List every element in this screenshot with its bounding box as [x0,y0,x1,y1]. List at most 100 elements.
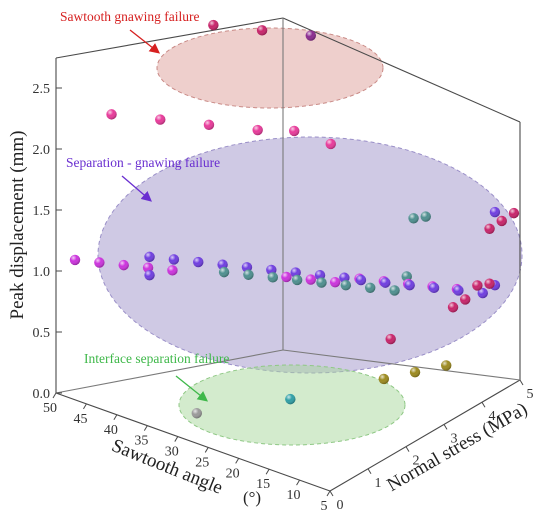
data-point [69,254,81,266]
z-tick-label: 1.5 [33,204,51,219]
data-point [420,211,431,222]
y-tick-mark [83,403,87,410]
data-point [291,274,303,286]
x-tick-label: 3 [451,431,458,446]
y-tick-label: 30 [165,445,179,460]
data-point [496,215,507,227]
data-point [447,302,459,313]
data-point [168,254,180,265]
arrow-separation-gnawing [121,175,152,202]
y-tick-label: 25 [195,455,209,470]
x-tick-mark [329,490,334,497]
y-tick-mark [296,479,300,486]
data-point [472,280,483,291]
y-tick-label: 10 [287,488,301,503]
y-tick-mark [265,468,270,475]
annotation-sawtooth-gnawing: Sawtooth gnawing failure [60,9,199,24]
data-point [409,366,421,378]
data-point [256,25,268,36]
data-point [208,19,219,31]
annotation-interface-separation: Interface separation failure [84,351,229,366]
data-point [428,282,440,294]
x-axis-normal-stress: 0 1 2 3 4 5 [329,379,534,513]
x-tick-label: 1 [375,476,382,491]
data-point [340,279,352,291]
data-point [404,280,415,291]
data-point [203,119,215,131]
arrow-sawtooth-gnawing [129,29,161,54]
data-point [305,30,316,41]
x-tick-mark [481,401,486,408]
data-point [218,266,230,278]
data-point [289,125,300,137]
y-tick-mark [326,490,331,497]
y-tick-mark [204,447,209,453]
data-point [106,109,117,120]
data-point [144,269,155,281]
data-point [380,277,391,288]
data-point [484,278,495,289]
data-point [477,287,488,299]
data-point [305,274,316,285]
data-point [389,285,400,296]
y-axis-unit: (°) [243,488,261,507]
y-tick-label: 35 [134,434,148,449]
data-point [94,257,105,268]
y-tick-mark [174,436,179,442]
data-point [385,333,396,345]
data-point [355,274,367,286]
y-tick-label: 20 [226,466,240,481]
y-tick-label: 50 [43,401,57,416]
y-tick-label: 5 [321,499,328,514]
plot-box-frame [55,17,521,492]
x-tick-label: 0 [337,498,344,513]
z-tick-label: 2.5 [33,82,51,97]
x-tick-label: 5 [527,387,534,402]
y-tick-label: 45 [73,412,87,427]
data-point [365,282,376,293]
data-point [460,294,471,305]
data-point [267,272,278,283]
y-tick-label: 40 [104,423,118,438]
z-tick-label: 0.5 [33,326,51,341]
z-tick-label: 2.0 [33,143,51,158]
region-separation-gnawing [97,136,523,374]
data-point [281,271,292,283]
x-tick-label: 2 [413,454,420,469]
data-point [453,285,464,296]
data-point [243,269,254,280]
region-interface-separation [178,364,406,446]
x-tick-mark [405,446,410,452]
y-tick-mark [113,414,118,421]
data-points [69,19,520,419]
data-point [193,256,204,268]
data-point [191,408,202,419]
z-tick-label: 1.0 [33,265,51,280]
x-tick-mark [367,468,372,475]
x-tick-label: 4 [489,409,496,424]
region-sawtooth-gnawing [156,27,384,109]
data-point [408,213,419,224]
z-axis: 0.0 0.5 1.0 1.5 2.0 2.5 [33,82,62,402]
data-point [329,276,341,288]
data-point [489,206,501,218]
data-point [378,373,390,385]
z-axis-title: Peak displacement (mm) [7,131,28,320]
x-tick-mark [519,379,524,386]
data-point [508,207,520,219]
z-tick-label: 0.0 [33,387,51,402]
data-point [144,251,155,263]
y-axis-sawtooth-angle: 5 10 15 20 25 30 35 40 45 50 [43,392,331,514]
y-tick-mark [235,458,240,464]
y-tick-mark [52,392,57,399]
data-point [325,138,336,150]
data-point [167,265,178,276]
annotation-separation-gnawing: Separation - gnawing failure [66,155,220,170]
data-point [155,114,166,125]
arrow-interface-separation [175,375,209,402]
data-point [316,277,327,288]
data-point [441,360,452,371]
data-point [285,393,296,405]
y-tick-label: 15 [256,477,270,492]
data-point [252,124,263,136]
